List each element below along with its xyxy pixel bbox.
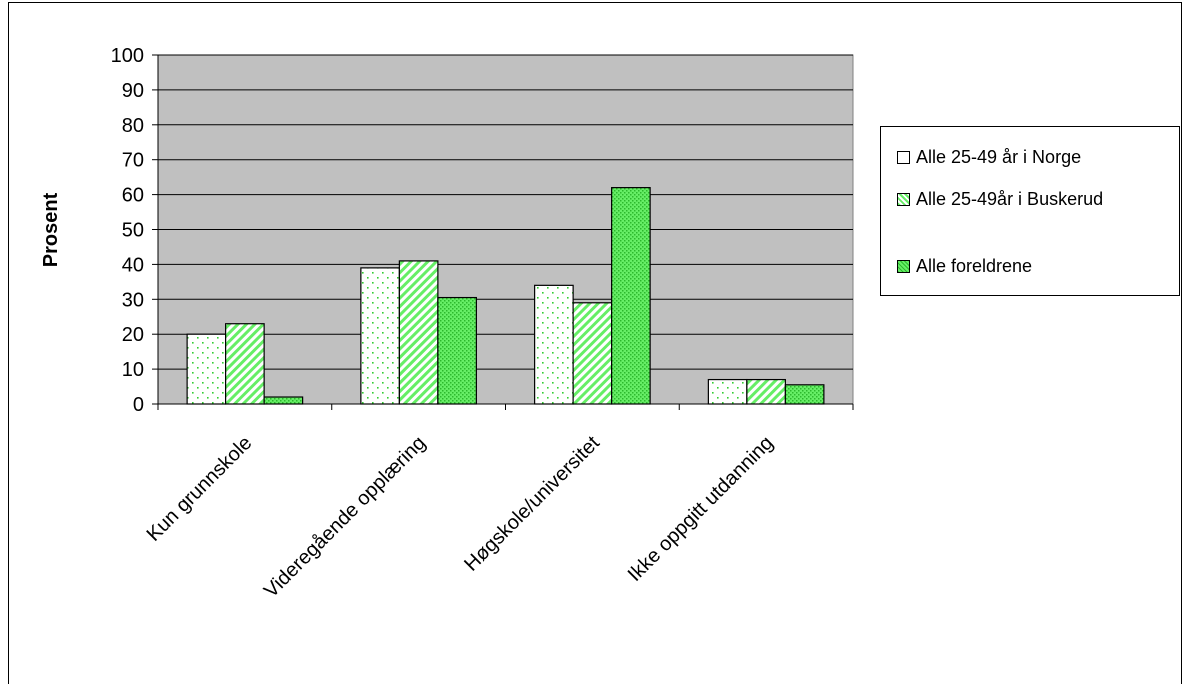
y-tick-label: 0 bbox=[133, 394, 144, 416]
bar bbox=[360, 267, 400, 405]
bar bbox=[746, 378, 786, 405]
bar bbox=[437, 296, 477, 405]
legend-label: Alle 25-49 år i Norge bbox=[916, 146, 1082, 167]
y-tick-label: 60 bbox=[122, 185, 144, 207]
y-tick-label: 10 bbox=[122, 359, 144, 381]
y-tick-label: 80 bbox=[122, 115, 144, 137]
y-tick-label: 20 bbox=[122, 324, 144, 346]
x-tick-label: Høgskole/universitet bbox=[460, 432, 604, 576]
y-tick-label: 50 bbox=[122, 220, 144, 242]
x-tick-label: Kun grunnskole bbox=[143, 432, 257, 546]
y-tick-label: 90 bbox=[122, 80, 144, 102]
bar bbox=[534, 284, 574, 405]
legend-swatch bbox=[897, 150, 910, 164]
legend-label: Alle foreldrene bbox=[916, 255, 1033, 276]
x-tick-label: Videregående opplæring bbox=[260, 432, 430, 602]
y-tick-label: 100 bbox=[111, 45, 144, 67]
legend-swatch bbox=[897, 192, 910, 206]
bar bbox=[707, 378, 748, 405]
y-tick-label: 70 bbox=[122, 150, 144, 172]
legend-item: Alle 25-49år i Buskerud bbox=[897, 187, 1103, 211]
legend-item: Alle foreldrene bbox=[897, 254, 1032, 278]
legend-label: Alle 25-49år i Buskerud bbox=[916, 188, 1104, 209]
bar bbox=[611, 187, 651, 405]
bar bbox=[225, 323, 265, 405]
bar bbox=[572, 302, 613, 405]
bar bbox=[398, 260, 439, 405]
legend-item: Alle 25-49 år i Norge bbox=[897, 145, 1081, 169]
y-tick-label: 30 bbox=[122, 289, 144, 311]
bar bbox=[186, 333, 227, 405]
legend: Alle 25-49 år i Norge Alle 25-49år i Busk… bbox=[880, 126, 1180, 296]
bar bbox=[784, 384, 825, 405]
x-tick-label: Ikke oppgitt utdanning bbox=[624, 432, 778, 586]
legend-swatch bbox=[897, 259, 910, 273]
y-tick-label: 40 bbox=[122, 254, 144, 276]
bar bbox=[263, 396, 304, 405]
y-axis-label: Prosent bbox=[40, 192, 62, 267]
